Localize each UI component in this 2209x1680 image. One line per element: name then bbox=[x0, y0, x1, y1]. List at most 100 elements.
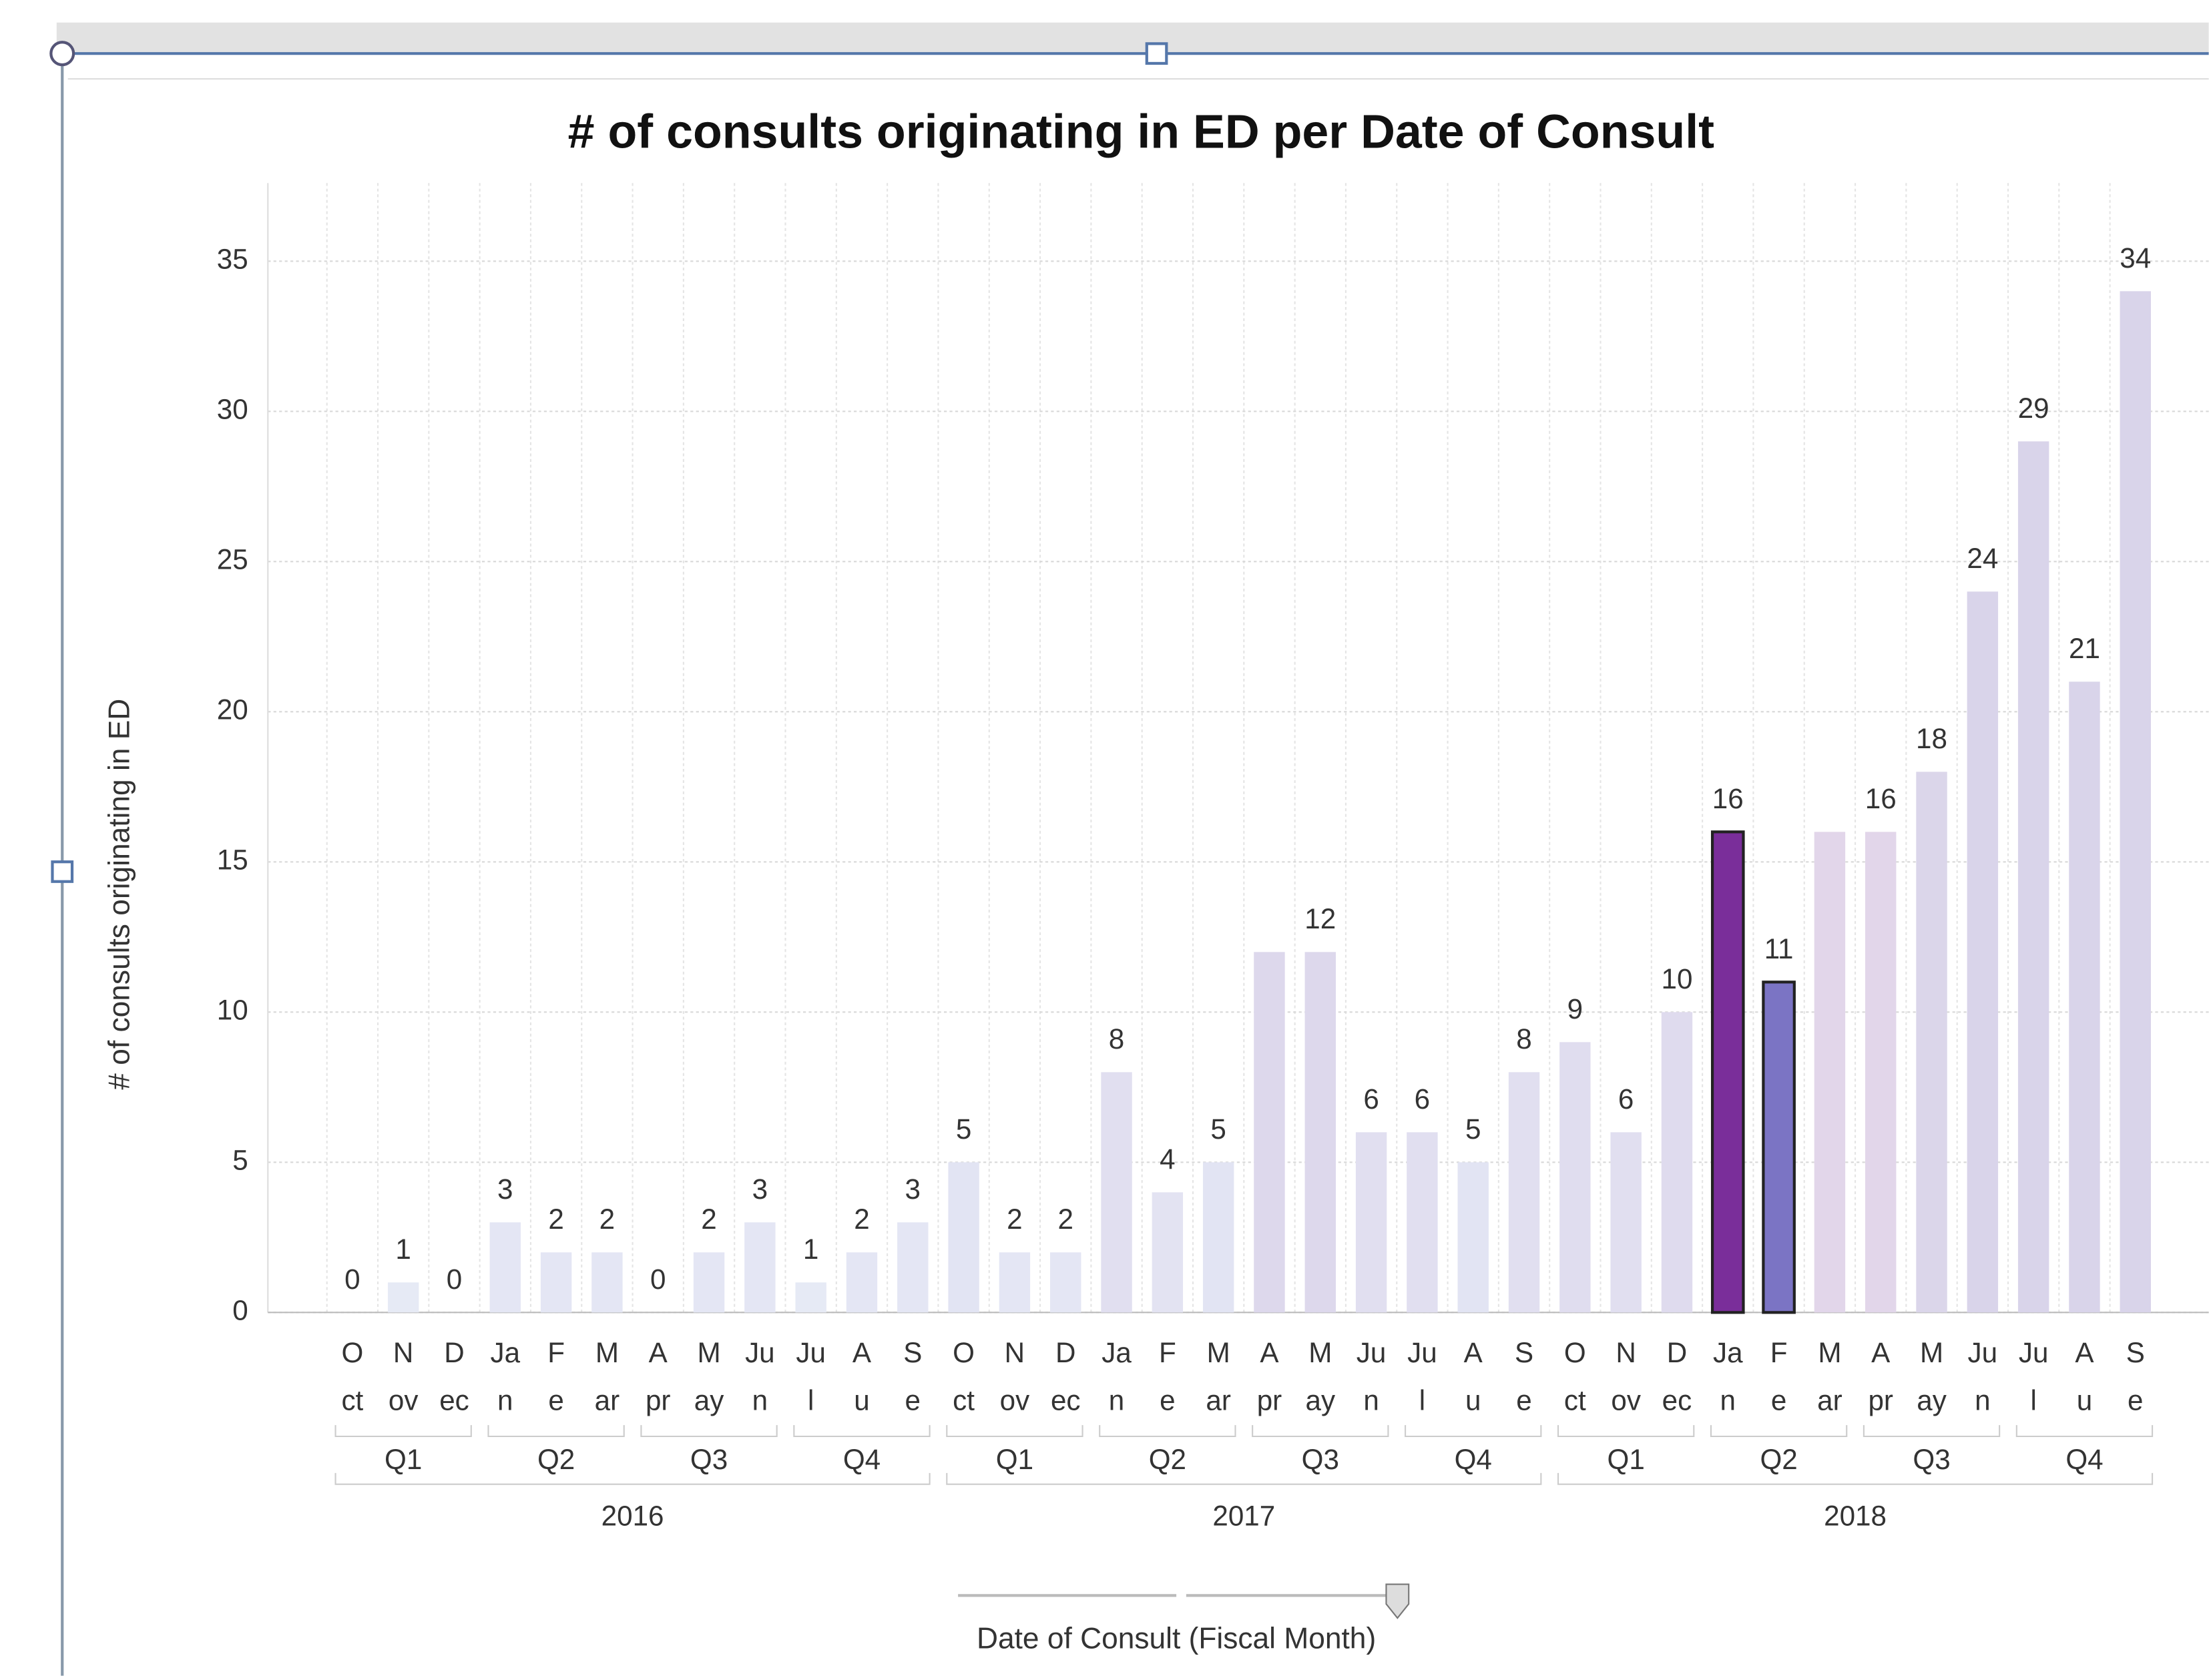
bar bbox=[540, 1252, 572, 1313]
data-label: 2 bbox=[1007, 1203, 1022, 1235]
data-label: 6 bbox=[1618, 1083, 1634, 1115]
x-tick-label: S bbox=[903, 1337, 922, 1368]
bar bbox=[999, 1252, 1031, 1313]
x-tick-label: ay bbox=[694, 1385, 724, 1416]
x-tick-label: ay bbox=[1917, 1385, 1947, 1416]
handle[interactable] bbox=[51, 860, 74, 883]
data-label: 3 bbox=[752, 1173, 768, 1205]
handle[interactable] bbox=[49, 41, 75, 67]
quarter-label: Q4 bbox=[2065, 1444, 2103, 1475]
x-tick-label: O bbox=[1564, 1337, 1586, 1368]
quarter-label: Q3 bbox=[690, 1444, 728, 1475]
x-tick-label: pr bbox=[1257, 1385, 1282, 1416]
data-label: 5 bbox=[1210, 1113, 1226, 1145]
x-tick-label: e bbox=[1160, 1385, 1175, 1416]
y-tick-label: 30 bbox=[217, 393, 248, 425]
data-label: 16 bbox=[1712, 783, 1744, 814]
bar bbox=[1865, 832, 1897, 1313]
bar bbox=[1762, 981, 1796, 1314]
x-tick-label: M bbox=[1920, 1337, 1943, 1368]
data-label: 1 bbox=[395, 1233, 411, 1265]
data-label: 2 bbox=[1057, 1203, 1073, 1235]
x-tick-label: S bbox=[2126, 1337, 2145, 1368]
y-tick-label: 5 bbox=[232, 1144, 248, 1175]
data-label: 21 bbox=[2069, 633, 2100, 664]
bar bbox=[1407, 1132, 1438, 1313]
bar bbox=[1814, 832, 1846, 1313]
year-bracket bbox=[1557, 1472, 2154, 1485]
quarter-label: Q1 bbox=[385, 1444, 422, 1475]
quarter-bracket bbox=[1863, 1425, 2001, 1438]
quarter-label: Q2 bbox=[1760, 1444, 1797, 1475]
x-tick-label: F bbox=[1159, 1337, 1176, 1368]
x-axis-label: Date of Consult (Fiscal Month) bbox=[977, 1623, 1376, 1655]
quarter-bracket bbox=[1557, 1425, 1695, 1438]
data-label: 4 bbox=[1160, 1143, 1175, 1175]
x-tick-label: M bbox=[1207, 1337, 1230, 1368]
bar bbox=[948, 1162, 979, 1313]
x-tick-label: Ju bbox=[745, 1337, 775, 1368]
data-label: 5 bbox=[956, 1113, 971, 1145]
x-tick-label: A bbox=[1464, 1337, 1483, 1368]
x-tick-label: ar bbox=[1817, 1385, 1843, 1416]
x-tick-label: pr bbox=[1868, 1385, 1893, 1416]
x-tick-label: e bbox=[905, 1385, 921, 1416]
bar bbox=[2069, 681, 2100, 1313]
x-tick-label: Ju bbox=[796, 1337, 826, 1368]
x-tick-label: ov bbox=[1000, 1385, 1030, 1416]
x-tick-label: l bbox=[808, 1385, 814, 1416]
x-tick-label: D bbox=[444, 1337, 464, 1368]
year-bracket bbox=[334, 1472, 931, 1485]
bar bbox=[795, 1282, 826, 1313]
quarter-bracket bbox=[2015, 1425, 2154, 1438]
window-bar bbox=[56, 22, 2209, 54]
year-bracket bbox=[946, 1472, 1542, 1485]
quarter-label: Q1 bbox=[1608, 1444, 1645, 1475]
bar bbox=[2017, 441, 2049, 1313]
quarter-label: Q3 bbox=[1302, 1444, 1339, 1475]
data-label: 1 bbox=[803, 1233, 818, 1265]
data-label: 0 bbox=[447, 1264, 462, 1295]
x-tick-label: pr bbox=[646, 1385, 671, 1416]
bar bbox=[1661, 1012, 1693, 1313]
x-tick-label: A bbox=[2075, 1337, 2094, 1368]
x-tick-label: N bbox=[1616, 1337, 1636, 1368]
x-tick-label: e bbox=[1516, 1385, 1531, 1416]
bar bbox=[1916, 772, 1947, 1313]
bar bbox=[489, 1222, 521, 1313]
x-tick-label: M bbox=[595, 1337, 619, 1368]
data-label: 2 bbox=[599, 1203, 615, 1235]
x-tick-label: D bbox=[1055, 1337, 1075, 1368]
bar bbox=[1967, 591, 1999, 1313]
data-label: 3 bbox=[905, 1173, 921, 1205]
quarter-bracket bbox=[946, 1425, 1083, 1438]
x-tick-label: M bbox=[1818, 1337, 1841, 1368]
x-tick-label: Ja bbox=[1101, 1337, 1132, 1368]
data-label: 6 bbox=[1415, 1083, 1430, 1115]
x-tick-label: O bbox=[341, 1337, 363, 1368]
x-tick-label: n bbox=[1363, 1385, 1379, 1416]
x-tick-label: A bbox=[649, 1337, 668, 1368]
bar bbox=[591, 1252, 623, 1313]
x-tick-label: D bbox=[1667, 1337, 1687, 1368]
quarter-label: Q3 bbox=[1913, 1444, 1950, 1475]
quarter-bracket bbox=[793, 1425, 931, 1438]
quarter-bracket bbox=[1710, 1425, 1848, 1438]
x-tick-label: S bbox=[1515, 1337, 1533, 1368]
handle[interactable] bbox=[1145, 42, 1168, 65]
slider-thumb[interactable] bbox=[1385, 1583, 1410, 1619]
x-tick-label: n bbox=[1975, 1385, 1990, 1416]
data-label: 12 bbox=[1304, 903, 1336, 934]
quarter-label: Q4 bbox=[843, 1444, 881, 1475]
data-label: 8 bbox=[1109, 1023, 1124, 1055]
x-tick-label: O bbox=[953, 1337, 975, 1368]
x-tick-label: ov bbox=[1611, 1385, 1641, 1416]
x-tick-label: n bbox=[1109, 1385, 1124, 1416]
data-label: 24 bbox=[1967, 543, 1998, 574]
x-tick-label: F bbox=[547, 1337, 565, 1368]
x-tick-label: ec bbox=[439, 1385, 469, 1416]
x-tick-label: A bbox=[852, 1337, 872, 1368]
x-tick-label: l bbox=[2030, 1385, 2036, 1416]
